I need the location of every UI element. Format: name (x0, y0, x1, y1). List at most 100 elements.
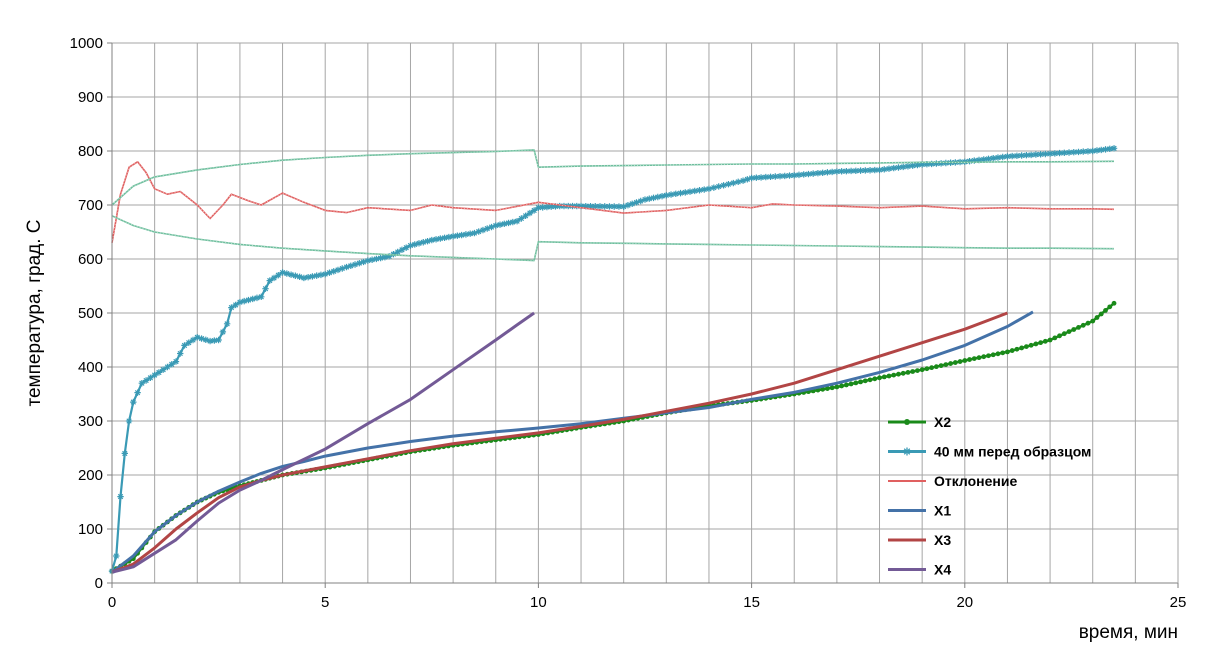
series-40-мм-перед-образцом-point (364, 257, 372, 264)
series-40-мм-перед-образцом-point (852, 167, 860, 174)
series-x2-point (952, 360, 958, 365)
series-band-4 (111, 215, 1115, 262)
series-band-3-line-texture (111, 149, 1115, 206)
series-x2-point (905, 370, 911, 375)
series-x2-point (1047, 337, 1053, 343)
series-40-мм-перед-образцом-point (577, 202, 585, 210)
series-40-мм-перед-образцом-point (351, 261, 359, 268)
series-40-мм-перед-образцом-point (347, 262, 354, 270)
series-40-мм-перед-образцом-point (624, 202, 632, 209)
series-x2-point (881, 374, 887, 380)
series-40-мм-перед-образцом-point (164, 363, 171, 371)
series-40-мм-перед-образцом-point (526, 209, 534, 217)
series-x2-point (1094, 315, 1100, 320)
series-x2-point (886, 373, 892, 379)
series-x2-point (1009, 348, 1015, 353)
series-40-мм-перед-образцом-point (334, 266, 342, 274)
series-40-мм-перед-образцом-point (258, 293, 265, 300)
series-40-мм-перед-образцом-point (270, 274, 278, 282)
y-tick-label: 900 (78, 89, 103, 106)
series-40-мм-перед-образцом-point (682, 189, 689, 196)
series-x2-point (915, 368, 920, 373)
series-40-мм-перед-образцом-point (445, 233, 453, 241)
series-40-мм-перед-образцом-point (918, 161, 926, 168)
series-40-мм-перед-образцом-point (928, 160, 935, 168)
series-40-мм-перед-образцом-point (535, 204, 542, 211)
series-40-мм-перед-образцом-point (786, 172, 793, 179)
series-40-мм-перед-образцом-point (142, 377, 150, 384)
series-band-3-line (111, 149, 1115, 206)
series-x2-point (1023, 344, 1029, 349)
series-40-мм-перед-образцом-point (343, 263, 350, 271)
legend-label: X2 (934, 414, 951, 430)
series-40-мм-перед-образцом-point (601, 203, 608, 210)
series-40-мм-перед-образцом-point (185, 339, 192, 346)
series-x2-point (900, 370, 906, 376)
y-tick-label: 200 (78, 467, 103, 484)
series-40-мм-перед-образцом-point (1046, 150, 1054, 157)
legend-label: X3 (934, 532, 951, 548)
series-x1-line (111, 310, 1034, 574)
series-x2-point (839, 383, 845, 389)
series-40-мм-перед-образцом-point (479, 226, 487, 234)
series-x2-point (1000, 350, 1006, 356)
series-40-мм-перед-образцом-point (466, 230, 474, 237)
series-40-мм-перед-образцом-point (744, 176, 751, 183)
series-40-мм-перед-образцом-point (663, 192, 670, 199)
x-tick-label: 15 (743, 594, 760, 611)
legend-label: X4 (934, 562, 951, 578)
x-axis-title: время, мин (1079, 622, 1178, 643)
series-40-мм-перед-образцом-point (990, 155, 997, 162)
y-axis-title: температура, град. С (24, 219, 45, 406)
series-40-мм-перед-образцом-point (360, 258, 367, 266)
series-40-мм-перед-образцом-point (633, 199, 640, 206)
series-40-мм-перед-образцом-point (279, 269, 286, 276)
series-40-мм-перед-образцом-point (505, 219, 512, 227)
series-40-мм-перед-образцом-point (202, 336, 210, 344)
series-x2-point (1080, 322, 1086, 328)
series-40-мм-перед-образцом-point (672, 190, 679, 198)
series-40-мм-перед-образцом-point (262, 285, 269, 292)
series-40-мм-перед-образцом-point (322, 270, 329, 278)
series-40-мм-перед-образцом-point (458, 231, 465, 239)
series-40-мм-перед-образцом-point (194, 334, 201, 341)
series-40-мм-перед-образцом-point (266, 277, 273, 284)
series-40-мм-перед-образцом-point (739, 177, 747, 184)
series-40-мм-перед-образцом-point (748, 174, 755, 182)
series-40-мм-перед-образцом-point (398, 246, 406, 254)
series-40-мм-перед-образцом-point (411, 241, 418, 248)
series-40-мм-перед-образцом-point (198, 335, 205, 342)
series-x2-point (877, 375, 882, 381)
series-x2-point (990, 352, 996, 358)
series-40-мм-перед-образцом-point (757, 174, 765, 181)
series-x2-point (1103, 308, 1108, 313)
series-x2-point (1042, 338, 1048, 344)
series-40-мм-перед-образцом-point (381, 253, 389, 261)
series-40-мм-перед-образцом-point (923, 161, 931, 168)
series-40-мм-перед-образцом-point (805, 170, 812, 178)
series-40-мм-перед-образцом-point (819, 169, 826, 176)
series-40-мм-перед-образцом-point (407, 242, 414, 249)
series-40-мм-перед-образцом-point (1056, 149, 1063, 157)
series-40-мм-перед-образцом-point (658, 192, 666, 200)
series-40-мм-перед-образцом-point (582, 202, 589, 210)
series-40-мм-перед-образцом-point (646, 195, 653, 202)
series-40-мм-перед-образцом-point (1004, 153, 1011, 160)
series-40-мм-перед-образцом-point (1037, 151, 1044, 158)
series-40-мм-перед-образцом-point (292, 272, 299, 279)
legend-label: Отклонение (934, 473, 1017, 489)
series-40-мм-перед-образцом-point (249, 295, 256, 303)
series-40-мм-перед-образцом-point (403, 244, 410, 251)
series-40-мм-перед-образцом-point (667, 191, 675, 198)
series-40-мм-перед-образцом-point (168, 361, 175, 368)
series-40-мм-перед-образцом-point (215, 336, 222, 344)
series-40-мм-перед-образцом-point (518, 215, 525, 222)
legend-item: X2 (888, 414, 951, 430)
series-40-мм-перед-образцом-point (339, 265, 346, 272)
series-40-мм-перед-образцом-point (791, 172, 798, 179)
series-40-мм-перед-образцом-point (876, 166, 883, 174)
series-40-мм-перед-образцом-point (686, 188, 694, 195)
series-40-мм-перед-образцом-point (615, 203, 623, 210)
series-40-мм-перед-образцом-point (368, 256, 376, 263)
series-40-мм-перед-образцом-point (1013, 152, 1021, 159)
